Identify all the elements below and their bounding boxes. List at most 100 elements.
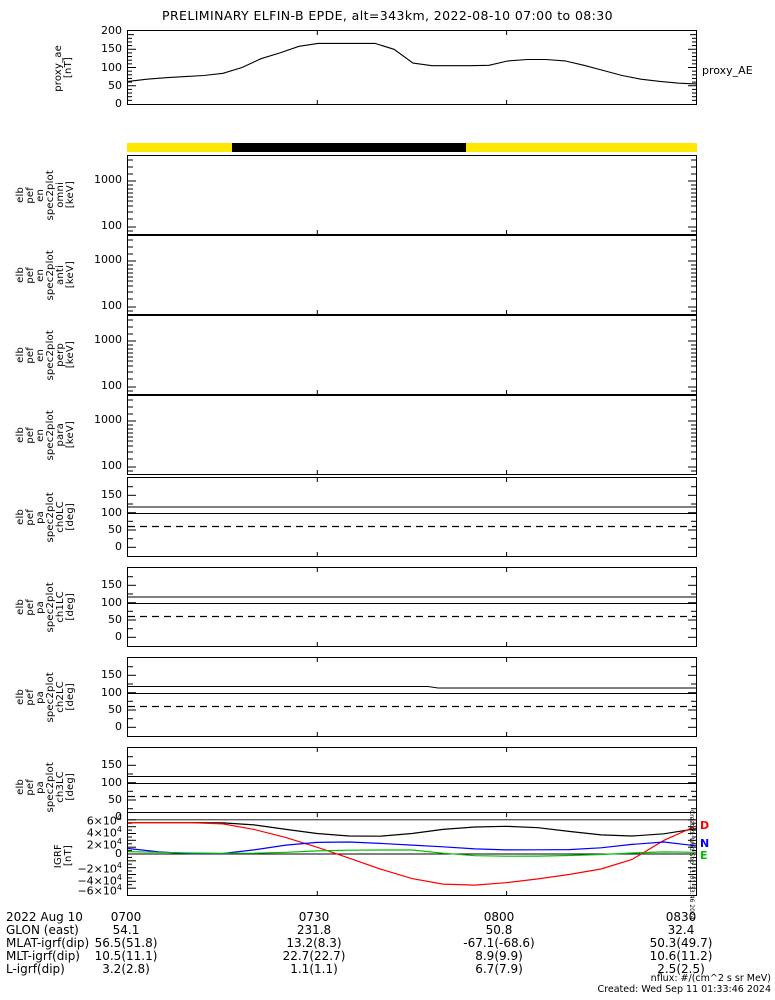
- table-label-date: 2022 Aug 10: [6, 910, 83, 924]
- igrf-trace-n: [128, 841, 696, 855]
- ytick-pa-ch1lc-100: 100: [101, 596, 122, 609]
- table-label-mlt: MLT-igrf(dip): [6, 949, 80, 963]
- ylabel-text-units: [nT]: [63, 57, 74, 79]
- table-label-l: L-igrf(dip): [6, 962, 65, 976]
- ytick-pa-ch3lc-100: 100: [101, 776, 122, 789]
- panel-pa-ch2lc: [127, 657, 697, 737]
- status-bar-black-segment: [232, 143, 467, 152]
- pa-ch2lc-plot-area: [128, 658, 696, 736]
- ytick-igrf-neg2e4: −2×104: [77, 861, 122, 876]
- panel-en-omni-ylabel: elb pef en spec2plot omni [keV]: [14, 157, 76, 233]
- panel-pa-ch1lc: [127, 567, 697, 647]
- ylabel-units: [deg]: [65, 503, 76, 531]
- page-title: PRELIMINARY ELFIN-B EPDE, alt=343km, 202…: [162, 8, 613, 23]
- ytick-pa-ch3lc-0: 0: [115, 810, 122, 823]
- igrf-legend-e: E: [700, 849, 708, 862]
- table-label-glon: GLON (east): [6, 923, 79, 937]
- ytick-proxy-ae-50: 50: [108, 79, 122, 92]
- table-cell-l-0730: 1.1(1.1): [290, 962, 338, 976]
- panel-proxy-ae-ylabel: proxy_ae [nT]: [48, 32, 74, 104]
- ylabel-units: [deg]: [65, 593, 76, 621]
- table-cell-glon-0800: 50.8: [485, 923, 513, 937]
- panel-en-perp-ylabel: elb pef en spec2plot perp [keV]: [14, 317, 76, 393]
- table-cell-glon-0830: 32.4: [667, 923, 695, 937]
- panel-pa-ch0lc: [127, 477, 697, 557]
- table-cell-mlat-0830: 50.3(49.7): [649, 936, 713, 950]
- table-cell-time-0700: 0700: [110, 910, 142, 924]
- ytick-en-para-100: 100: [101, 459, 122, 472]
- ylabel-units: [keV]: [65, 421, 76, 449]
- table-cell-l-0700: 3.2(2.8): [102, 962, 150, 976]
- ytick-pa-ch3lc-50: 50: [108, 793, 122, 806]
- igrf-plot-area: [128, 813, 696, 895]
- ytick-pa-ch0lc-50: 50: [108, 523, 122, 536]
- en-perp-plot-area: [128, 319, 696, 394]
- panel-proxy-ae: [127, 30, 697, 105]
- ylabel-units: [keV]: [65, 261, 76, 289]
- pa-ch0lc-plot-area: [128, 478, 696, 556]
- ytick-en-perp-1000: 1000: [94, 333, 122, 346]
- pa-ch1lc-plot-area: [128, 568, 696, 646]
- footer-units: nflux: #/(cm^2 s sr MeV): [650, 973, 771, 984]
- ylabel-units: [keV]: [65, 181, 76, 209]
- igrf-legend-n: N: [700, 837, 710, 850]
- lc-line-upper: [128, 685, 696, 689]
- ytick-pa-ch1lc-50: 50: [108, 613, 122, 626]
- panel-pa-ch1lc-ylabel: elb pef pa spec2plot ch1LC [deg]: [14, 569, 76, 645]
- panel-en-para-ylabel: elb pef en spec2plot para [keV]: [14, 397, 76, 473]
- ytick-proxy-ae-200: 200: [101, 24, 122, 37]
- ytick-igrf-neg4e4: −4×104: [77, 873, 122, 888]
- ytick-igrf-6e4: 6×104: [86, 813, 122, 828]
- proxy-ae-trace: [128, 42, 696, 85]
- en-para-plot-area: [128, 399, 696, 474]
- ytick-proxy-ae-100: 100: [101, 61, 122, 74]
- table-cell-time-0830: 0830: [665, 910, 697, 924]
- ylabel-units: [deg]: [65, 683, 76, 711]
- science-zone-status-bar: [127, 143, 697, 152]
- ytick-en-anti-1000: 1000: [94, 253, 122, 266]
- table-cell-mlat-0700: 56.5(51.8): [94, 936, 158, 950]
- table-cell-mlat-0800: -67.1(-68.6): [463, 936, 535, 950]
- table-cell-mlt-0730: 22.7(22.7): [282, 949, 346, 963]
- table-cell-time-0800: 0800: [483, 910, 515, 924]
- igrf-trace-d: [128, 822, 696, 886]
- igrf-side-timestamp: Created: Wed Sep 11 01:33:46 2024: [688, 810, 695, 920]
- ytick-pa-ch0lc-100: 100: [101, 506, 122, 519]
- igrf-legend-d: D: [700, 819, 710, 832]
- table-cell-mlat-0730: 13.2(8.3): [286, 936, 342, 950]
- igrf-trace-e: [128, 849, 696, 857]
- ytick-igrf-neg6e4: −6×104: [77, 883, 122, 898]
- table-cell-glon-0730: 231.8: [296, 923, 332, 937]
- panel-en-anti-ylabel: elb pef en spec2plot anti [keV]: [14, 237, 76, 313]
- ytick-pa-ch1lc-0: 0: [115, 630, 122, 643]
- ytick-pa-ch2lc-50: 50: [108, 703, 122, 716]
- ytick-igrf-0: 0: [115, 847, 122, 860]
- panel-en-omni: [127, 155, 697, 235]
- table-cell-mlt-0700: 10.5(11.1): [94, 949, 158, 963]
- panel-en-anti: [127, 235, 697, 315]
- ytick-proxy-ae-150: 150: [101, 42, 122, 55]
- panel-en-para: [127, 395, 697, 475]
- en-omni-plot-area: [128, 159, 696, 234]
- ytick-en-perp-100: 100: [101, 379, 122, 392]
- panel-pa-ch0lc-ylabel: elb pef pa spec2plot ch0LC [deg]: [14, 479, 76, 555]
- ytick-pa-ch2lc-100: 100: [101, 686, 122, 699]
- ytick-pa-ch2lc-0: 0: [115, 720, 122, 733]
- en-anti-plot-area: [128, 239, 696, 314]
- panel-en-perp: [127, 315, 697, 395]
- panel-igrf: [127, 812, 697, 896]
- ytick-pa-ch3lc-150: 150: [101, 758, 122, 771]
- ytick-pa-ch2lc-150: 150: [101, 668, 122, 681]
- ytick-igrf-2e4: 2×104: [86, 837, 122, 852]
- table-cell-mlt-0800: 8.9(9.9): [475, 949, 523, 963]
- ylabel-units: [deg]: [65, 773, 76, 801]
- ytick-pa-ch0lc-0: 0: [115, 540, 122, 553]
- panel-pa-ch2lc-ylabel: elb pef pa spec2plot ch2LC [deg]: [14, 659, 76, 735]
- table-cell-mlt-0830: 10.6(11.2): [649, 949, 713, 963]
- ytick-en-omni-1000: 1000: [94, 173, 122, 186]
- table-cell-glon-0700: 54.1: [112, 923, 140, 937]
- table-label-mlat: MLAT-igrf(dip): [6, 936, 90, 950]
- ytick-igrf-4e4: 4×104: [86, 825, 122, 840]
- ytick-proxy-ae-0: 0: [115, 97, 122, 110]
